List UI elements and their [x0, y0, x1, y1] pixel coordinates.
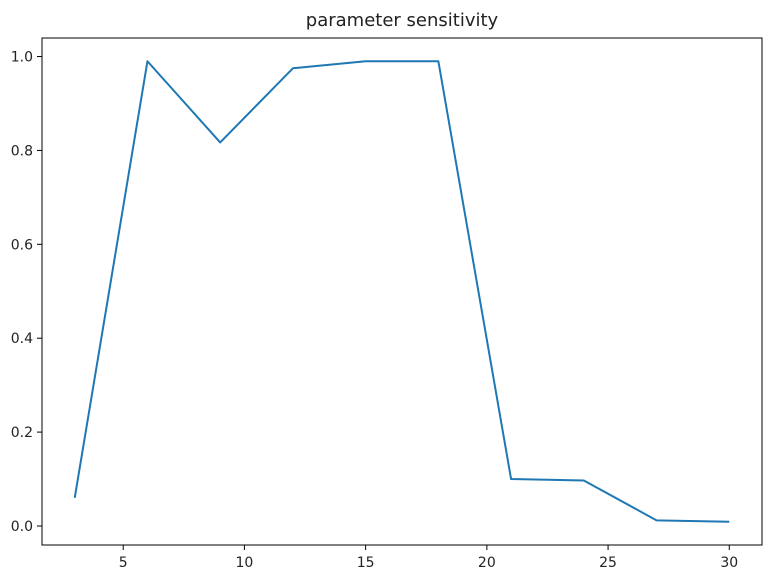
x-tick-label-4: 25 — [599, 555, 617, 571]
x-tick-label-1: 10 — [236, 555, 254, 571]
x-tick-label-2: 15 — [357, 555, 375, 571]
y-tick-label-4: 0.8 — [11, 143, 33, 159]
x-tick-label-3: 20 — [478, 555, 496, 571]
y-tick-label-1: 0.2 — [11, 425, 33, 441]
y-tick-label-0: 0.0 — [11, 519, 33, 535]
series-line-0 — [73, 60, 730, 523]
axes-frame — [41, 37, 763, 546]
y-tick-label-2: 0.4 — [11, 331, 33, 347]
y-tick-label-3: 0.6 — [11, 237, 33, 253]
y-tick-label-5: 1.0 — [11, 50, 33, 66]
x-tick-label-0: 5 — [119, 555, 128, 571]
x-tick-label-5: 30 — [720, 555, 738, 571]
plot-area: 5 10 15 20 25 30 0.0 0.2 0.4 0.6 0.8 1.0 — [11, 37, 763, 571]
chart-title: parameter sensitivity — [306, 10, 499, 31]
